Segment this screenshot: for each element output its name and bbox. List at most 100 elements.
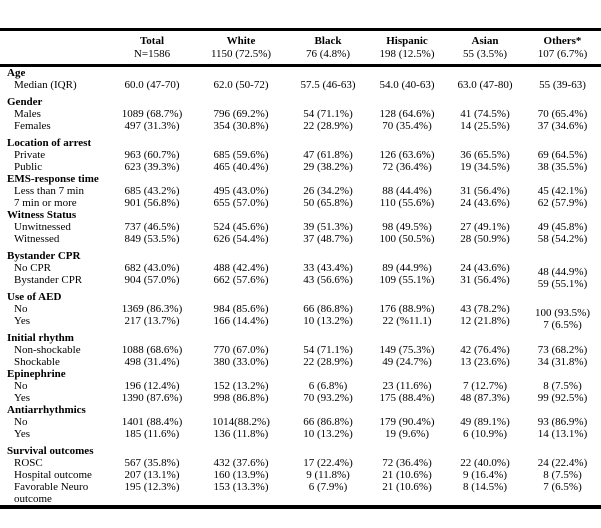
- column-header-label: Hispanic: [386, 35, 428, 47]
- value-cell: 66 (86.8%): [303, 416, 353, 428]
- section-header: Gender: [7, 96, 43, 108]
- row-label: Witnessed: [14, 233, 60, 245]
- table-row: No 1401 (88.4%) 1014(88.2%) 66 (86.8%) 179 (…: [0, 416, 601, 428]
- value-cell: 166 (14.4%): [213, 315, 269, 327]
- merged-value: 100 (93.5%): [535, 307, 590, 319]
- section-header-row: Location of arrest: [0, 132, 601, 149]
- row-label: No: [14, 380, 28, 392]
- value-cell: 39 (51.3%): [303, 221, 353, 233]
- value-cell: 63.0 (47-80): [457, 79, 513, 91]
- row-label: Median (IQR): [14, 79, 77, 91]
- value-cell: 9 (16.4%): [463, 469, 507, 481]
- value-cell: 998 (86.8%): [213, 392, 269, 404]
- value-cell: 6 (7.9%): [308, 481, 348, 493]
- value-cell: 128 (64.6%): [379, 108, 435, 120]
- value-cell: 904 (57.0%): [124, 274, 180, 286]
- value-cell: 14 (25.5%): [460, 120, 510, 132]
- value-cell: 45 (42.1%): [537, 185, 588, 197]
- column-header-count: 107 (6.7%): [537, 48, 588, 60]
- value-cell: 60.0 (47-70): [124, 79, 180, 91]
- value-cell: 160 (13.9%): [213, 469, 269, 481]
- value-cell: 984 (85.6%): [213, 303, 269, 315]
- table-header: Total N=1586 White 1150 (72.5%) Black 76 (4.8…: [0, 31, 601, 66]
- table-row: Bystander CPR 904 (57.0%) 662 (57.6%) 43 (5…: [0, 274, 601, 286]
- value-cell: 7 (12.7%): [463, 380, 507, 392]
- value-cell: 22 (28.9%): [303, 120, 353, 132]
- value-cell: 176 (88.9%): [379, 303, 435, 315]
- value-cell: 682 (43.0%): [124, 262, 180, 274]
- value-cell: 149 (75.3%): [379, 344, 435, 356]
- value-cell: 175 (88.4%): [379, 392, 435, 404]
- section-header-row: Witness Status: [0, 209, 601, 221]
- value-cell: 179 (90.4%): [379, 416, 435, 428]
- value-cell: 89 (44.9%): [382, 262, 432, 274]
- merged-value-cell: 100 (93.5%) 7 (6.5%): [524, 303, 601, 331]
- value-cell: 796 (69.2%): [213, 108, 269, 120]
- value-cell: 195 (12.3%): [124, 481, 180, 493]
- table-row: Favorable Neuro outcome 195 (12.3%) 153 (1…: [0, 481, 601, 505]
- value-cell: 495 (43.0%): [213, 185, 269, 197]
- table-row: Witnessed 849 (53.5%) 626 (54.4%) 37 (48.7%…: [0, 233, 601, 245]
- value-cell: 31 (56.4%): [460, 185, 510, 197]
- value-cell: 465 (40.4%): [213, 161, 269, 173]
- value-cell: 10 (13.2%): [303, 315, 353, 327]
- value-cell: 24 (22.4%): [537, 457, 588, 469]
- row-label: ROSC: [14, 457, 43, 469]
- table-row: No 1369 (86.3%) 984 (85.6%) 66 (86.8%) 176 (…: [0, 303, 601, 331]
- table-row: Males 1089 (68.7%) 796 (69.2%) 54 (71.1%) 12…: [0, 108, 601, 120]
- value-cell: 48 (87.3%): [460, 392, 510, 404]
- column-header-label: Others*: [543, 35, 582, 47]
- table-row: Non-shockable 1088 (68.6%) 770 (67.0%) 54 (…: [0, 344, 601, 356]
- value-cell: 626 (54.4%): [213, 233, 269, 245]
- value-cell: 43 (56.6%): [303, 274, 353, 286]
- value-cell: 380 (33.0%): [213, 356, 269, 368]
- value-cell: 98 (49.5%): [382, 221, 432, 233]
- value-cell: 49 (45.8%): [537, 221, 588, 233]
- column-header-count: N=1586: [133, 48, 171, 60]
- table-row: Public 623 (39.3%) 465 (40.4%) 29 (38.2%) 72…: [0, 161, 601, 173]
- section-header-row: Initial rhythm: [0, 327, 601, 344]
- merged-value: 59 (55.1%): [537, 278, 588, 290]
- value-cell: 685 (43.2%): [124, 185, 180, 197]
- table-row: Unwitnessed 737 (46.5%) 524 (45.6%) 39 (51.…: [0, 221, 601, 233]
- value-cell: 26 (34.2%): [303, 185, 353, 197]
- value-cell: 21 (10.6%): [382, 481, 432, 493]
- section-header-row: Age: [0, 66, 601, 80]
- column-header-label: Asian: [471, 35, 499, 47]
- value-cell: 41 (74.5%): [460, 108, 510, 120]
- value-cell: 72 (36.4%): [382, 161, 432, 173]
- column-header: White 1150 (72.5%): [194, 31, 288, 66]
- column-header: Others* 107 (6.7%): [524, 31, 601, 66]
- value-cell: 497 (31.3%): [124, 120, 180, 132]
- table-row: ROSC 567 (35.8%) 432 (37.6%) 17 (22.4%) 72 (…: [0, 457, 601, 469]
- row-label: Females: [14, 120, 51, 132]
- value-cell: 6 (10.9%): [463, 428, 507, 440]
- value-cell: 24 (43.6%): [460, 197, 510, 209]
- section-header: Initial rhythm: [7, 332, 74, 344]
- value-cell: 10 (13.2%): [303, 428, 353, 440]
- value-cell: 1401 (88.4%): [121, 416, 183, 428]
- value-cell: 9 (11.8%): [306, 469, 350, 481]
- row-label: Bystander CPR: [14, 274, 83, 286]
- section-header-row: Gender: [0, 91, 601, 108]
- value-cell: 47 (61.8%): [303, 149, 353, 161]
- value-cell: 207 (13.1%): [124, 469, 180, 481]
- value-cell: 55 (39-63): [539, 79, 586, 91]
- value-cell: 19 (9.6%): [385, 428, 429, 440]
- table-row: Shockable 498 (31.4%) 380 (33.0%) 22 (28.9%…: [0, 356, 601, 368]
- row-label: Public: [14, 161, 43, 173]
- column-header-count: 76 (4.8%): [306, 48, 350, 60]
- column-header-count: 55 (3.5%): [463, 48, 507, 60]
- section-header-row: Bystander CPR: [0, 245, 601, 262]
- value-cell: 70 (35.4%): [382, 120, 432, 132]
- column-header-count: 1150 (72.5%): [210, 48, 272, 60]
- column-header: Total N=1586: [110, 31, 194, 66]
- column-header: Black 76 (4.8%): [288, 31, 368, 66]
- row-label: Unwitnessed: [14, 221, 71, 233]
- column-header: Hispanic 198 (12.5%): [368, 31, 446, 66]
- value-cell: 685 (59.6%): [213, 149, 269, 161]
- value-cell: 70 (93.2%): [303, 392, 353, 404]
- value-cell: 901 (56.8%): [124, 197, 180, 209]
- value-cell: 34 (31.8%): [537, 356, 588, 368]
- value-cell: 196 (12.4%): [124, 380, 180, 392]
